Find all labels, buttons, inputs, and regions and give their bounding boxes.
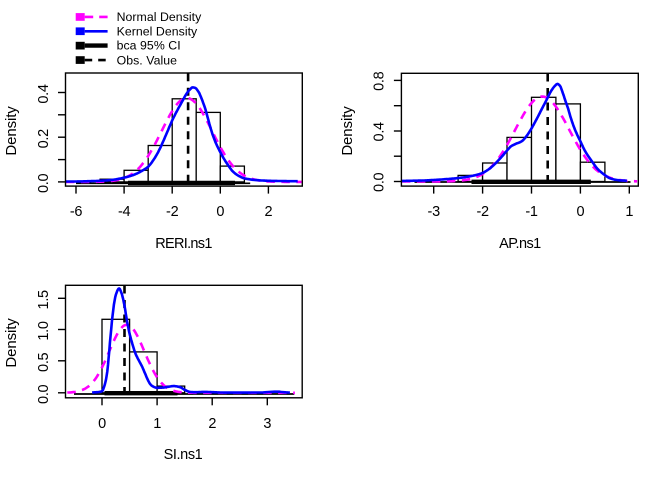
svg-text:1: 1 <box>625 204 633 220</box>
svg-text:-3: -3 <box>428 204 441 220</box>
svg-text:2: 2 <box>208 416 216 432</box>
svg-text:0.0: 0.0 <box>372 172 388 191</box>
svg-text:bca 95% CI: bca 95% CI <box>117 39 181 53</box>
svg-text:0.8: 0.8 <box>372 71 388 90</box>
svg-text:1: 1 <box>153 416 161 432</box>
svg-text:0: 0 <box>577 204 585 220</box>
svg-text:Obs. Value: Obs. Value <box>117 54 178 68</box>
svg-text:-2: -2 <box>166 204 179 220</box>
svg-text:-6: -6 <box>70 204 83 220</box>
svg-text:Density: Density <box>3 106 20 156</box>
svg-text:-1: -1 <box>525 204 538 220</box>
svg-text:1.0: 1.0 <box>36 321 52 340</box>
svg-text:AP.ns1: AP.ns1 <box>499 236 541 252</box>
svg-text:0.0: 0.0 <box>36 384 52 403</box>
svg-text:-2: -2 <box>476 204 489 220</box>
svg-text:Kernel Density: Kernel Density <box>117 25 198 39</box>
svg-text:RERI.ns1: RERI.ns1 <box>155 236 212 252</box>
svg-text:0.2: 0.2 <box>36 129 52 148</box>
svg-text:SI.ns1: SI.ns1 <box>164 447 203 463</box>
svg-text:0: 0 <box>216 204 224 220</box>
svg-text:-4: -4 <box>118 204 131 220</box>
svg-text:1.5: 1.5 <box>36 290 52 309</box>
svg-text:0: 0 <box>98 416 106 432</box>
svg-text:Normal Density: Normal Density <box>117 10 203 24</box>
svg-text:3: 3 <box>263 416 271 432</box>
svg-text:0.4: 0.4 <box>372 122 388 141</box>
svg-text:2: 2 <box>265 204 273 220</box>
svg-text:Density: Density <box>3 318 20 368</box>
svg-text:Density: Density <box>339 106 356 156</box>
svg-text:0.4: 0.4 <box>36 84 52 103</box>
svg-text:0.5: 0.5 <box>36 352 52 371</box>
svg-text:0.0: 0.0 <box>36 174 52 193</box>
